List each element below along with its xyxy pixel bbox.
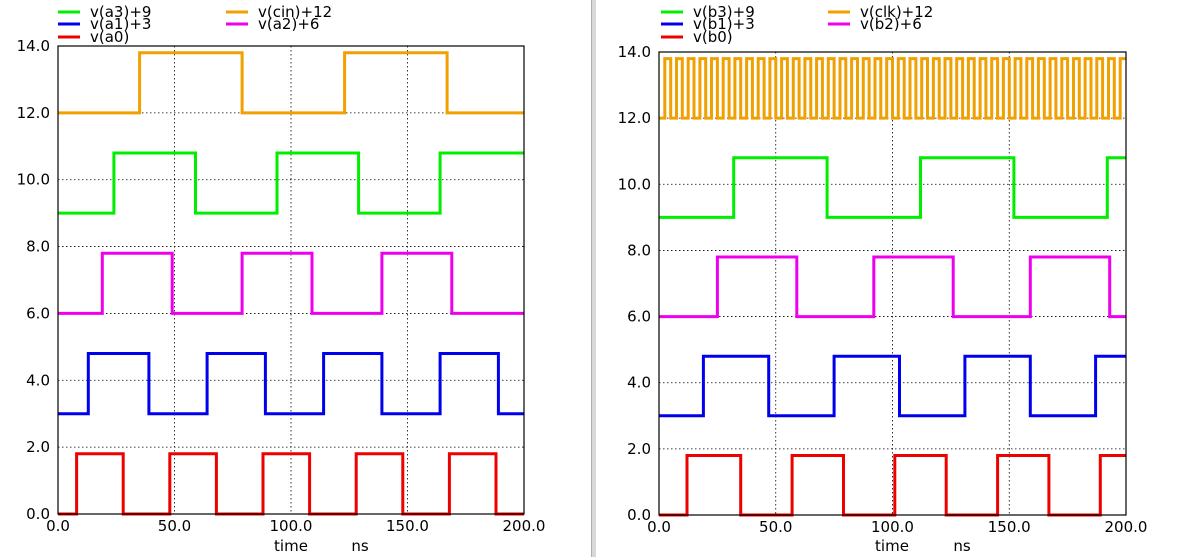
right-series-v-b3-9 <box>659 156 1126 219</box>
right-plot-frame <box>658 51 1127 516</box>
right-series-v-b2-6 <box>659 255 1126 319</box>
right-x-tick-label: 200.0 <box>1105 518 1148 536</box>
right-legend: v(b3)+9 v(clk)+12 v(b1)+3 v(b2)+6 v(b0) <box>661 3 933 46</box>
waveform-plot-right: 0.0 2.0 4.0 6.0 8.0 10.0 12.0 14.0 0.0 50.0 100.0 1… <box>618 3 1148 555</box>
right-y-tick-label: 12.0 <box>618 109 651 127</box>
left-series-v-a0 <box>58 452 524 516</box>
left-grid <box>57 45 525 515</box>
right-series-v-clk-12 <box>659 57 1126 120</box>
left-y-tick-label: 4.0 <box>26 371 50 389</box>
right-series-v-b1-3 <box>659 354 1126 418</box>
right-x-tick-label: 100.0 <box>871 518 914 536</box>
right-y-tick-label: 6.0 <box>627 308 651 326</box>
right-y-tick-label: 14.0 <box>618 43 651 61</box>
left-y-tick-label: 6.0 <box>26 304 50 322</box>
left-legend-label: v(a0) <box>90 28 129 46</box>
left-x-tick-label: 150.0 <box>386 517 429 535</box>
right-legend-label: v(b3)+9 <box>693 3 755 21</box>
right-legend-label: v(b0) <box>693 28 733 46</box>
left-y-tick-label: 12.0 <box>17 104 50 122</box>
left-legend-label: v(cin)+12 <box>258 3 332 21</box>
right-x-tick-label: 150.0 <box>988 518 1031 536</box>
right-x-tick-label: 0.0 <box>647 518 671 536</box>
left-y-tick-label: 0.0 <box>26 505 50 523</box>
right-x-axis-label: time <box>875 537 909 555</box>
left-series-v-a2-6 <box>58 251 524 315</box>
left-plot-frame <box>57 45 525 515</box>
right-y-tick-label: 4.0 <box>627 374 651 392</box>
right-series-v-b0 <box>659 454 1126 517</box>
left-series-v-cin-12 <box>58 51 524 115</box>
left-legend-label: v(a2)+6 <box>258 15 319 33</box>
left-x-tick-label: 200.0 <box>503 517 546 535</box>
left-legend-label: v(a3)+9 <box>90 3 151 21</box>
right-legend-label: v(b2)+6 <box>860 15 922 33</box>
right-legend-label: v(clk)+12 <box>860 3 933 21</box>
waveform-plot-left: 0.0 2.0 4.0 6.0 8.0 10.0 12.0 14.0 0.0 50.0 100.0 1… <box>17 3 546 555</box>
left-y-tick-label: 10.0 <box>17 171 50 189</box>
right-x-axis-unit: ns <box>953 537 971 555</box>
right-y-tick-label: 10.0 <box>618 175 651 193</box>
right-legend-label: v(b1)+3 <box>693 15 755 33</box>
left-y-tick-label: 2.0 <box>26 438 50 456</box>
pane-divider[interactable] <box>591 0 596 557</box>
right-x-tick-label: 50.0 <box>759 518 792 536</box>
left-y-tick-label: 8.0 <box>26 238 50 256</box>
right-y-tick-label: 2.0 <box>627 440 651 458</box>
left-x-axis-unit: ns <box>351 537 369 555</box>
right-y-tick-label: 8.0 <box>627 241 651 259</box>
right-y-tick-label: 0.0 <box>627 506 651 524</box>
left-y-tick-label: 14.0 <box>17 37 50 55</box>
left-series-v-a1-3 <box>58 352 524 416</box>
left-x-tick-label: 100.0 <box>270 517 313 535</box>
left-legend-label: v(a1)+3 <box>90 15 151 33</box>
left-x-tick-label: 0.0 <box>46 517 70 535</box>
left-x-axis-label: time <box>274 537 308 555</box>
left-x-tick-label: 50.0 <box>158 517 191 535</box>
left-legend: v(a3)+9 v(cin)+12 v(a1)+3 v(a2)+6 v(a0) <box>58 3 332 46</box>
right-grid <box>658 51 1127 516</box>
left-series-v-a3-9 <box>58 151 524 215</box>
